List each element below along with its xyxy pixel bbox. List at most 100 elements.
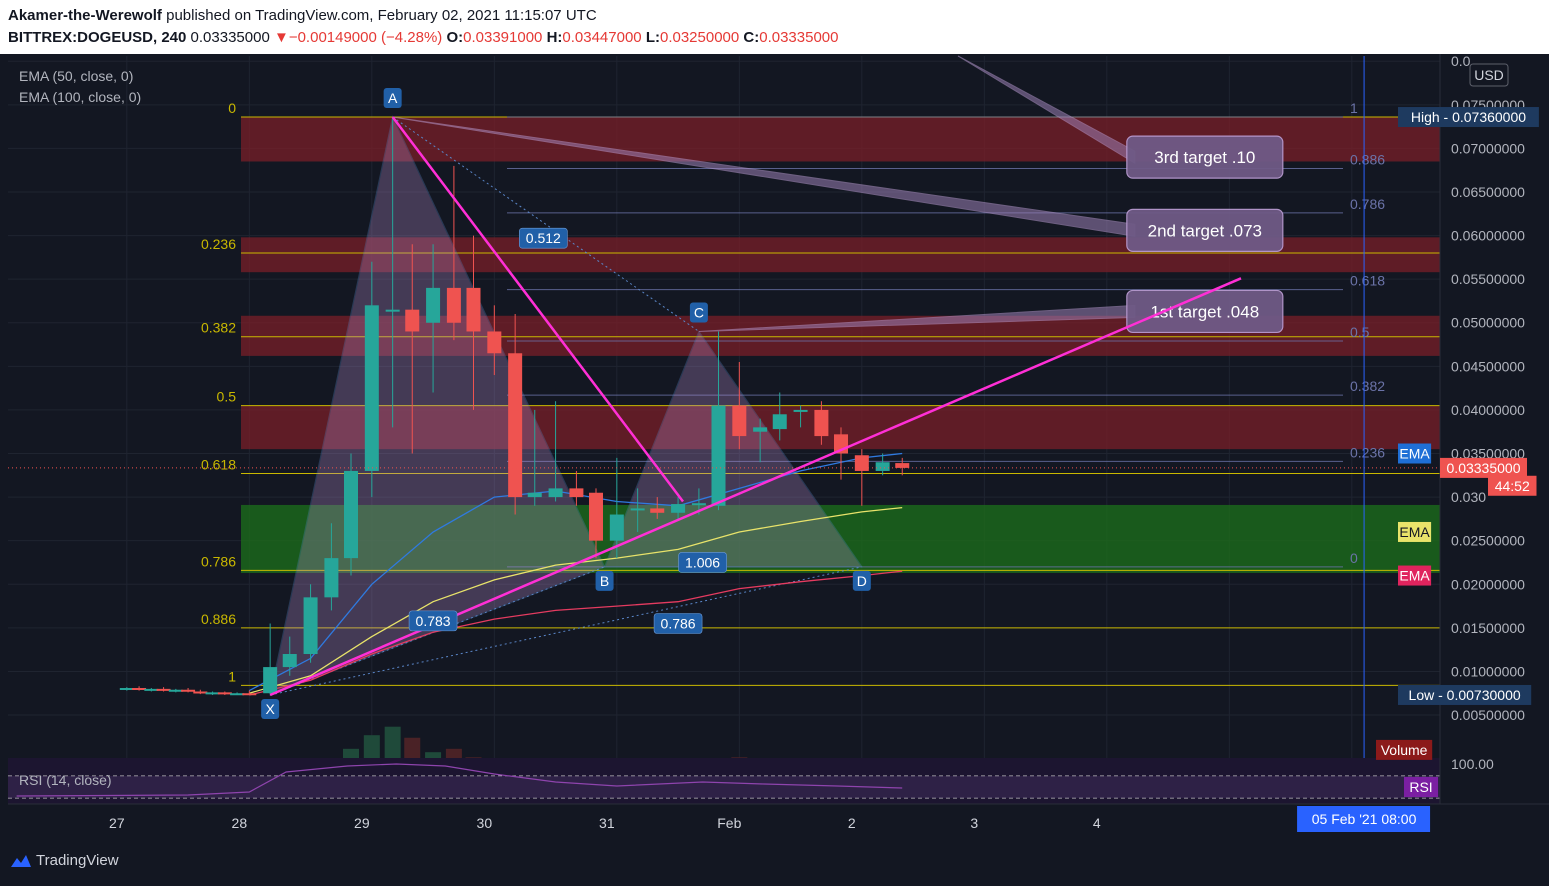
fib-levels: 0 0.236 0.382 0.5 0.618 0.786 0.886 1 [201,100,1440,686]
axis-badge-5[interactable]: EMA [1398,565,1432,586]
ema-red-line[interactable] [249,570,903,696]
pattern-ratio-1-text: 0.783 [416,613,451,629]
candle-18[interactable] [405,244,420,454]
axis-badge-2[interactable]: 0.03335000 [1440,457,1527,478]
candle-10[interactable] [242,690,257,696]
candle-15[interactable] [344,453,358,576]
pattern-point-d[interactable]: D [852,570,871,591]
tradingview-logo[interactable]: TradingView [10,852,119,870]
candle-17[interactable] [385,117,400,428]
candle-28[interactable] [609,457,624,559]
candle-13[interactable] [303,584,318,663]
candle-40[interactable] [854,449,869,506]
candle-36[interactable] [772,392,787,441]
candle-35[interactable] [753,418,768,463]
candle-16[interactable] [364,261,379,498]
candle-31[interactable] [671,497,686,519]
target-box-2[interactable] [1126,289,1284,334]
axis-badge-7[interactable]: Volume [1376,739,1433,760]
candle-34[interactable] [732,361,747,450]
target-box-0[interactable] [1126,135,1284,179]
ema50-legend[interactable]: EMA (50, close, 0) [19,68,134,84]
magenta-downtrend-line[interactable] [391,116,684,503]
rsi-legend[interactable]: RSI (14, close) [19,772,112,788]
candle-21[interactable] [466,235,481,410]
candle-body-15 [344,470,358,559]
pattern-point-a[interactable]: A [383,88,402,109]
candle-39[interactable] [834,427,848,480]
pattern-ratio-1[interactable]: 0.783 [408,610,458,632]
price-axis-bg [1440,54,1549,840]
pattern-ratio-0-text: 0.512 [526,230,561,246]
candle-26[interactable] [569,470,584,506]
candle-19[interactable] [426,244,441,393]
pattern-point-text: C [694,304,704,320]
candle-0[interactable] [119,687,134,691]
pattern-ratio-0[interactable]: 0.512 [519,227,568,249]
candle-body-20 [446,287,461,323]
candle-body-19 [426,287,441,323]
rsi-line[interactable] [16,763,903,797]
footer [0,840,1549,886]
pattern-point-bg [261,698,280,719]
close-label: C: [743,29,760,46]
pattern-point-c[interactable]: C [689,302,708,323]
pattern-ratio-2[interactable]: 0.786 [653,613,703,634]
symbol-label[interactable]: BITTREX:DOGEUSD, 240 [8,29,187,46]
pattern-point-bg [852,570,871,591]
price-change: −0.00149000 (−4.28%) [288,29,443,46]
candle-20[interactable] [446,165,461,341]
axis-badge-0[interactable]: High - 0.07360000 [1398,107,1539,128]
ema100-legend[interactable]: EMA (100, close, 0) [19,89,142,105]
rsi-badge[interactable]: RSI [1404,777,1438,797]
candle-29[interactable] [630,488,645,532]
axis-badge-1[interactable]: EMA [1398,443,1432,464]
ret-label-0: 1 [1350,100,1358,116]
price-chart[interactable]: 0 0.236 0.382 0.5 0.618 0.786 0.886 1 1 0.886 0.78… [0,54,1549,840]
candle-12[interactable] [282,636,297,676]
candle-41[interactable] [875,453,890,476]
target-box-1[interactable] [1126,208,1284,252]
candle-body-14 [324,558,339,598]
candle-8[interactable] [217,691,232,695]
candle-25[interactable] [548,401,563,502]
candle-22[interactable] [487,305,502,376]
axis-badge-3[interactable]: 44:52 [1488,475,1537,496]
pattern-point-b[interactable]: B [595,570,614,591]
ema100-line[interactable] [249,506,903,694]
candle-4[interactable] [168,688,183,693]
candle-6[interactable] [193,689,208,695]
candle-38[interactable] [814,401,829,445]
author-name[interactable]: Akamer-the-Werewolf [8,7,162,24]
fib-label-5: 0.786 [201,553,236,569]
axis-badge-6[interactable]: Low - 0.00730000 [1398,684,1532,705]
ema50-line[interactable] [248,452,903,692]
down-arrow-icon: ▼ [273,29,289,46]
candle-3[interactable] [156,687,171,692]
candle-42[interactable] [895,457,910,476]
candle-27[interactable] [589,488,603,559]
candle-37[interactable] [793,405,808,428]
candle-14[interactable] [324,523,339,611]
currency-badge[interactable]: USD [1469,63,1509,87]
pattern-point-text: A [388,90,398,106]
candle-7[interactable] [205,691,220,695]
candle-30[interactable] [650,497,665,519]
crosshair-time-badge[interactable]: 05 Feb '21 08:00 [1297,806,1431,832]
candle-23[interactable] [508,314,523,515]
candle-body-36 [772,414,787,430]
candle-1[interactable] [132,686,147,691]
axis-badge-text: Volume [1381,742,1428,758]
candle-2[interactable] [144,688,159,692]
pattern-ratio-3[interactable]: 1.006 [678,552,727,573]
candle-9[interactable] [230,692,245,696]
candle-24[interactable] [527,409,542,506]
pattern-point-x[interactable]: X [261,698,280,719]
candle-33[interactable] [711,331,726,511]
candle-body-33 [711,405,726,506]
time-tick-5: Feb [717,815,741,831]
candle-11[interactable] [263,623,278,695]
candle-body-0 [119,688,134,691]
axis-badge-4[interactable]: EMA [1398,521,1432,542]
candle-5[interactable] [181,688,196,693]
